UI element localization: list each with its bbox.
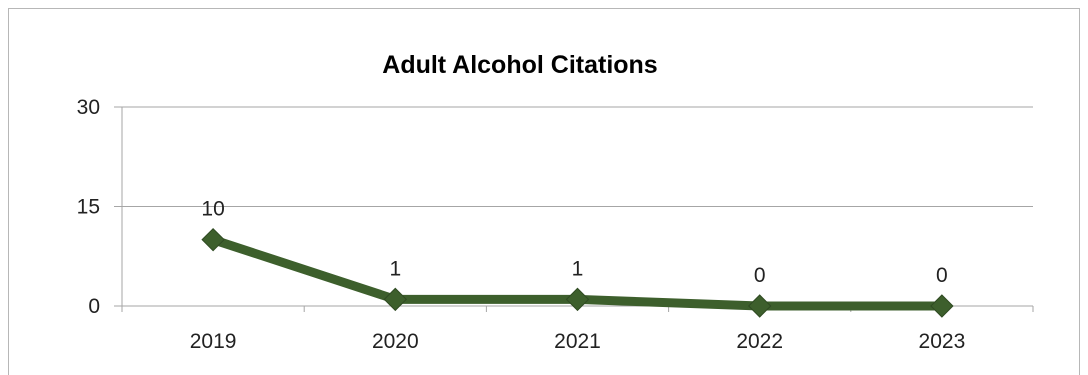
- gridlines: [114, 106, 1033, 207]
- data-point-marker: [565, 287, 590, 312]
- data-label: 1: [572, 257, 584, 280]
- x-tick-label: 2020: [372, 330, 419, 353]
- data-labels: 101 1 0 0: [201, 198, 947, 287]
- axes: [114, 107, 1034, 312]
- data-label: 0: [754, 264, 766, 287]
- y-tick-label: 0: [88, 295, 100, 318]
- chart-title: Adult Alcohol Citations: [382, 51, 657, 79]
- data-point-marker: [201, 227, 225, 252]
- x-tick-label: 2021: [554, 330, 601, 353]
- data-point-marker: [747, 294, 772, 318]
- data-label: 1: [389, 257, 401, 280]
- data-label: 10: [201, 198, 224, 221]
- y-tick-label: 15: [77, 196, 100, 219]
- y-tick-labels: 0 15 30: [77, 96, 100, 318]
- data-point-marker: [383, 287, 408, 312]
- x-tick-label: 2023: [919, 330, 966, 353]
- y-tick-label: 30: [77, 96, 100, 119]
- data-label: 0: [936, 264, 948, 287]
- x-tick-labels: 2019 2020 2021 2022 2023: [190, 330, 966, 353]
- x-tick-label: 2022: [736, 330, 783, 353]
- chart-frame: [8, 8, 1080, 375]
- data-point-marker: [930, 294, 954, 318]
- x-tick-label: 2019: [190, 330, 237, 353]
- series-group: [201, 227, 954, 318]
